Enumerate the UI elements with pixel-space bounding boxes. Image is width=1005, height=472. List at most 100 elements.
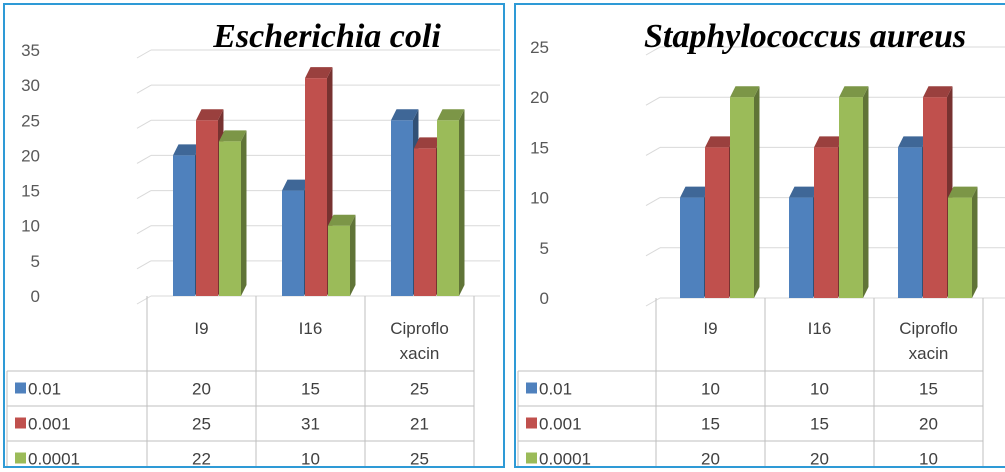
legend-swatch xyxy=(526,417,537,429)
legend-label: 0.001 xyxy=(28,415,71,434)
gridline-slant xyxy=(645,146,661,156)
table-value: 15 xyxy=(919,380,938,399)
bar-top xyxy=(948,186,978,198)
gridline-slant xyxy=(136,84,152,94)
y-tick-label: 35 xyxy=(21,41,40,60)
table-value: 20 xyxy=(810,450,829,469)
bar-side xyxy=(350,214,356,296)
table-value: 15 xyxy=(301,380,320,399)
gridline-slant xyxy=(136,154,152,164)
bar-top xyxy=(414,137,442,149)
bar xyxy=(948,197,972,298)
chart-title: Staphylococcus aureus xyxy=(644,18,966,55)
bar xyxy=(391,120,413,297)
bar-side xyxy=(241,130,247,296)
bar-top xyxy=(789,186,819,198)
legend-swatch xyxy=(15,382,26,394)
gridline-slant xyxy=(645,46,661,56)
chart-title: Escherichia coli xyxy=(212,18,441,55)
bar-top xyxy=(923,86,953,98)
bar xyxy=(839,97,863,298)
y-tick-label: 10 xyxy=(21,217,40,236)
legend-label: 0.001 xyxy=(539,415,582,434)
y-tick-label: 5 xyxy=(540,239,549,258)
table-value: 25 xyxy=(410,450,429,469)
y-tick-label: 20 xyxy=(530,88,549,107)
gridline-slant xyxy=(136,225,152,235)
bar-top xyxy=(814,136,844,148)
bar xyxy=(414,148,436,296)
y-tick-label: 20 xyxy=(21,146,40,165)
table-value: 15 xyxy=(701,415,720,434)
bar-top xyxy=(705,136,735,148)
y-tick-label: 10 xyxy=(530,189,549,208)
table-value: 10 xyxy=(919,450,938,469)
chart-panel-staphylococcus-aureus: 0 5 10 15 20 25 I9 I16 Ciproflo xacin 0.01 10 10 15 0.… xyxy=(514,3,1005,468)
bar-top xyxy=(437,109,465,121)
bar-side xyxy=(459,109,465,297)
category-label: Ciproflo xyxy=(899,319,958,338)
bar xyxy=(705,147,729,298)
gridline-slant xyxy=(136,260,152,270)
y-tick-label: 25 xyxy=(21,111,40,130)
chart-escherichia-coli: 0 5 10 15 20 25 30 35 I9 I16 Ciproflo xacin 0.01 20 15… xyxy=(6,18,500,469)
bar-top xyxy=(282,179,310,191)
category-label: I16 xyxy=(299,319,323,338)
gridline-slant xyxy=(136,190,152,200)
bar xyxy=(173,155,195,296)
bar-top xyxy=(328,214,356,226)
gridline-slant xyxy=(645,96,661,106)
table-value: 25 xyxy=(410,380,429,399)
category-label: Ciproflo xyxy=(390,319,449,338)
y-tick-label: 15 xyxy=(530,138,549,157)
bar xyxy=(305,78,327,296)
table-value: 21 xyxy=(410,415,429,434)
bar-top xyxy=(680,186,710,198)
bar-top xyxy=(730,86,760,98)
y-tick-label: 25 xyxy=(530,38,549,57)
category-label: xacin xyxy=(400,344,440,363)
legend-label: 0.0001 xyxy=(28,450,80,469)
gridline-slant xyxy=(645,247,661,257)
legend-label: 0.0001 xyxy=(539,450,591,469)
bar xyxy=(680,197,704,298)
gridline-slant xyxy=(645,297,661,307)
bar-top xyxy=(839,86,869,98)
bar xyxy=(789,197,813,298)
table-value: 15 xyxy=(810,415,829,434)
bar xyxy=(282,190,304,296)
bar xyxy=(219,141,241,296)
legend-swatch xyxy=(526,382,537,394)
legend-label: 0.01 xyxy=(539,380,572,399)
bar-top xyxy=(898,136,928,148)
bar xyxy=(898,147,922,298)
category-label: I9 xyxy=(194,319,208,338)
bar xyxy=(437,120,459,297)
table-value: 10 xyxy=(301,450,320,469)
y-tick-label: 5 xyxy=(31,252,40,271)
bar xyxy=(196,120,218,297)
category-label: I16 xyxy=(808,319,832,338)
chart-panel-escherichia-coli: 0 5 10 15 20 25 30 35 I9 I16 Ciproflo xacin 0.01 20 15… xyxy=(3,3,505,468)
legend-swatch xyxy=(15,417,26,429)
category-label: xacin xyxy=(909,344,949,363)
bar-top xyxy=(305,67,333,79)
bar-top xyxy=(196,109,224,121)
bar-top xyxy=(173,144,201,156)
table-value: 20 xyxy=(701,450,720,469)
table-value: 25 xyxy=(192,415,211,434)
table-value: 20 xyxy=(919,415,938,434)
table-value: 10 xyxy=(701,380,720,399)
gridline-slant xyxy=(136,49,152,59)
y-tick-label: 30 xyxy=(21,76,40,95)
table-value: 10 xyxy=(810,380,829,399)
bar-side xyxy=(863,86,869,298)
bar-side xyxy=(972,186,978,298)
legend-swatch xyxy=(526,452,537,464)
bar xyxy=(923,97,947,298)
bar-top xyxy=(219,130,247,142)
table-value: 20 xyxy=(192,380,211,399)
gridline-slant xyxy=(136,119,152,129)
bar-top xyxy=(391,109,419,121)
y-tick-label: 0 xyxy=(540,289,549,308)
